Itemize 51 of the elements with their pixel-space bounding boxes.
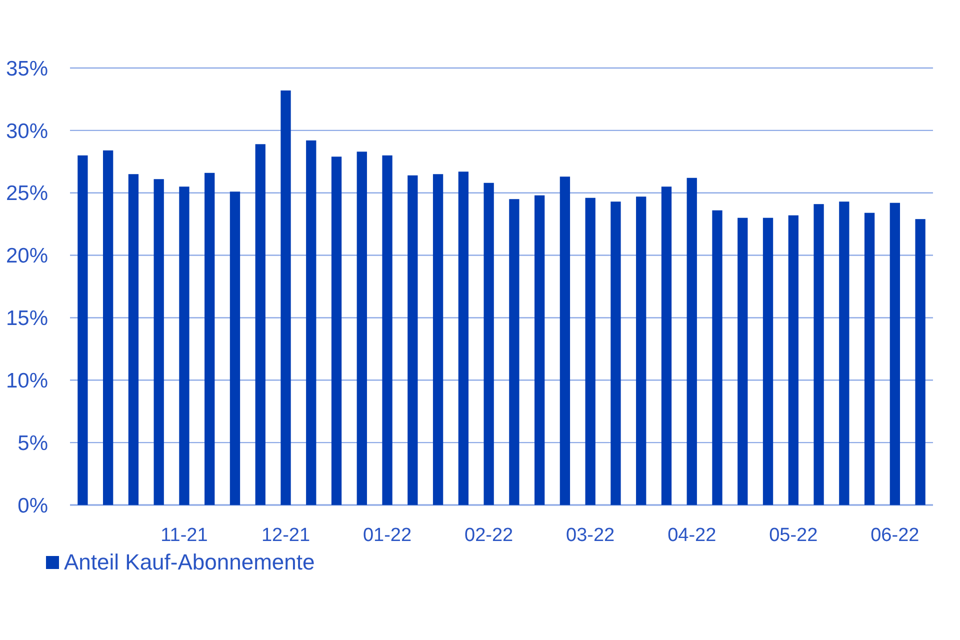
bar <box>864 212 875 505</box>
bar <box>509 199 520 505</box>
bar <box>382 155 392 505</box>
x-tick-label: 12-21 <box>261 525 310 546</box>
bar <box>102 150 114 505</box>
x-tick-label: 01-22 <box>362 525 412 546</box>
bar <box>585 198 596 505</box>
bar <box>356 152 367 505</box>
bar <box>230 192 240 505</box>
bar <box>78 155 88 505</box>
bar <box>686 178 697 505</box>
bar <box>636 196 646 505</box>
bar <box>280 90 291 505</box>
bar <box>204 172 215 505</box>
bar <box>484 182 494 505</box>
bar <box>255 144 266 505</box>
x-tick-label: 06-22 <box>870 525 920 546</box>
x-tick-label: 02-22 <box>464 525 514 546</box>
bar <box>331 156 342 505</box>
bar <box>179 186 190 505</box>
x-tick-label: 04-22 <box>668 525 716 546</box>
bar <box>154 179 164 505</box>
bar <box>408 175 418 505</box>
y-tick-label: 0% <box>18 494 48 518</box>
y-tick-label: 15% <box>6 307 48 330</box>
y-tick-label: 20% <box>6 244 48 268</box>
bar <box>738 218 748 505</box>
bar <box>762 218 774 505</box>
bar <box>128 174 139 505</box>
bar <box>534 195 545 505</box>
bar <box>610 202 621 505</box>
y-tick-label: 5% <box>18 432 48 455</box>
bar <box>432 174 444 505</box>
y-tick-label: 25% <box>6 182 48 206</box>
bar <box>839 202 850 505</box>
bar <box>306 140 316 505</box>
y-tick-label: 30% <box>6 120 48 143</box>
bar <box>890 202 900 505</box>
y-tick-label: 10% <box>6 369 48 392</box>
bar <box>712 210 722 505</box>
x-tick-label: 03-22 <box>566 525 615 546</box>
legend-label: Anteil Kauf-Abonnemente <box>64 550 315 575</box>
bar <box>915 219 926 505</box>
bar <box>458 172 469 505</box>
bar <box>788 215 798 505</box>
x-tick-label: 11-21 <box>160 525 208 546</box>
bar <box>560 176 570 505</box>
bar <box>661 186 672 505</box>
y-tick-label: 35% <box>6 57 48 80</box>
bar <box>814 204 824 505</box>
x-tick-label: 05-22 <box>769 525 818 546</box>
